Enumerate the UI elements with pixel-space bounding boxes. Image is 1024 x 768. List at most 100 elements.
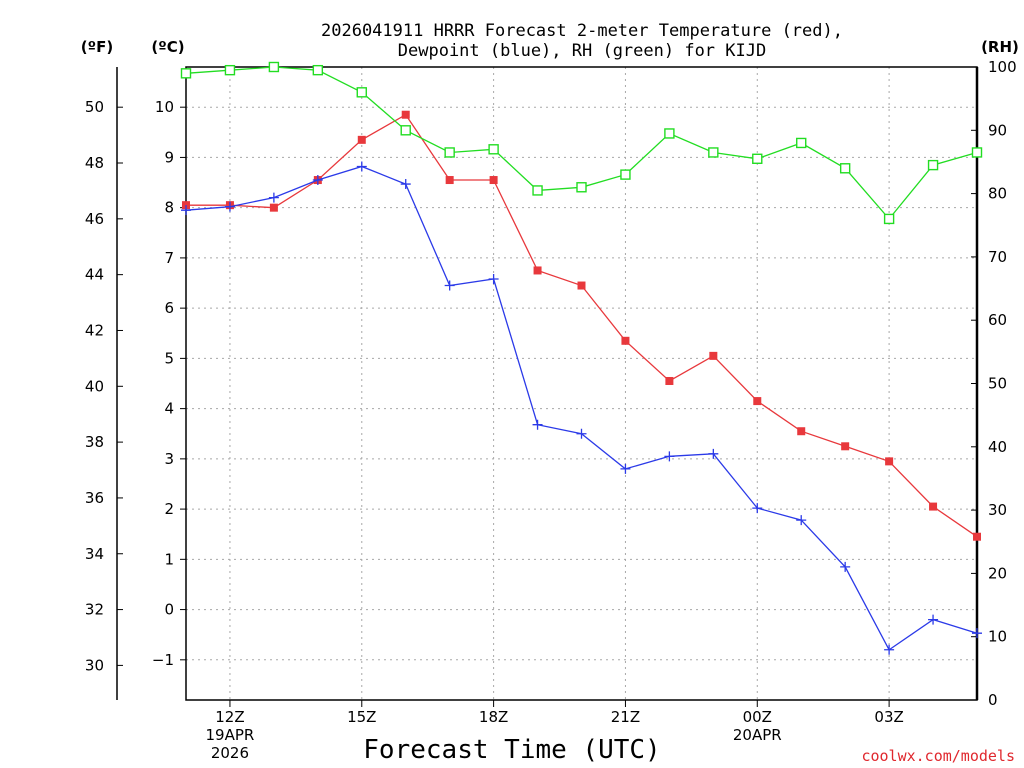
dewpoint-point: [444, 280, 455, 291]
temperature-line: [186, 113, 978, 538]
rh-point: [664, 128, 675, 139]
rh-tick-label: 70: [988, 248, 1007, 266]
plot-frame: [185, 66, 978, 701]
dewpoint-point: [796, 515, 807, 526]
fahrenheit-tick-label: 30: [85, 656, 104, 674]
celsius-tick-label: 6: [164, 299, 174, 317]
rh-point: [620, 169, 631, 180]
temperature-point: [753, 397, 762, 406]
dewpoint-point: [268, 192, 279, 203]
rh-tick-label: 50: [988, 375, 1007, 393]
dewpoint-point: [181, 205, 191, 216]
temperature-point: [357, 135, 366, 144]
celsius-tick-label: 7: [164, 249, 174, 267]
dewpoint-point: [664, 451, 675, 462]
fahrenheit-tick-label: 40: [85, 377, 104, 395]
rh-point: [488, 144, 499, 155]
dewpoint-point: [928, 614, 939, 625]
x-tick-label: 20APR: [733, 726, 782, 744]
temperature-point: [665, 376, 674, 385]
rh-tick-label: 20: [988, 564, 1007, 582]
celsius-tick-label: 10: [155, 98, 174, 116]
rh-point: [708, 147, 719, 158]
x-tick-label: 2026: [211, 744, 249, 762]
rh-point: [224, 64, 236, 76]
temperature-point: [973, 532, 981, 541]
x-tick-label: 15Z: [347, 708, 376, 726]
rh-point: [576, 182, 587, 193]
dewpoint-point: [488, 274, 499, 285]
temperature-point: [841, 442, 850, 451]
rh-point: [444, 147, 455, 158]
rh-point: [927, 159, 939, 171]
rh-tick-label: 30: [988, 501, 1007, 519]
rh-tick-label: 80: [988, 185, 1007, 203]
rh-tick-label: 60: [988, 311, 1007, 329]
x-tick-label: 21Z: [611, 708, 640, 726]
fahrenheit-tick-label: 46: [85, 210, 104, 228]
fahrenheit-tick-label: 44: [85, 266, 104, 284]
fahrenheit-tick-label: 34: [85, 545, 104, 563]
rh-point: [532, 185, 543, 196]
celsius-unit-label: (ºC): [151, 38, 184, 56]
dewpoint-point: [752, 503, 763, 514]
rh-tick-label: 0: [988, 691, 998, 709]
x-tick-label: 18Z: [479, 708, 508, 726]
rh-point: [268, 61, 280, 73]
dewpoint-point: [576, 428, 587, 439]
dewpoint-point: [532, 419, 543, 430]
dewpoint-point: [620, 463, 631, 474]
credit-text: coolwx.com/models: [861, 747, 1015, 765]
temperature-point: [929, 502, 938, 511]
rh-line: [185, 66, 978, 220]
temperature-point: [489, 176, 498, 185]
celsius-tick-label: 1: [164, 550, 174, 568]
fahrenheit-tick-label: 50: [85, 98, 104, 116]
rh-tick-label: 100: [988, 58, 1017, 76]
rh-point: [883, 213, 895, 225]
dewpoint-point: [708, 448, 719, 459]
fahrenheit-tick-label: 32: [85, 601, 104, 619]
dewpoint-point: [312, 175, 323, 186]
celsius-tick-label: 9: [164, 148, 174, 166]
rh-point: [180, 68, 192, 79]
x-axis-label: Forecast Time (UTC): [363, 735, 660, 765]
rh-point: [839, 163, 851, 174]
temperature-point: [182, 201, 190, 210]
fahrenheit-unit-label: (ºF): [81, 38, 113, 56]
tick-labels: 109876543210−150484644424038363432301009…: [85, 58, 1017, 762]
temperature-point: [269, 203, 278, 212]
fahrenheit-tick-label: 36: [85, 489, 104, 507]
celsius-tick-label: 4: [164, 400, 174, 418]
chart-title-line-2: Dewpoint (blue), RH (green) for KIJD: [398, 41, 766, 61]
fahrenheit-tick-label: 42: [85, 321, 104, 339]
rh-tick-label: 10: [988, 628, 1007, 646]
x-tick-label: 00Z: [743, 708, 772, 726]
x-tick-label: 19APR: [206, 726, 255, 744]
dewpoint-point: [356, 161, 367, 172]
dewpoint-point: [884, 644, 895, 655]
rh-point: [796, 137, 807, 149]
celsius-tick-label: 3: [164, 450, 174, 468]
celsius-tick-label: 8: [164, 199, 174, 217]
temperature-point: [621, 336, 630, 345]
celsius-tick-label: 2: [164, 500, 174, 518]
dewpoint-point: [972, 628, 982, 639]
celsius-tick-label: −1: [152, 651, 174, 669]
chart-series: [180, 61, 983, 655]
dewpoint-point: [840, 561, 851, 572]
dewpoint-point: [400, 179, 411, 190]
chart-axes: [116, 66, 979, 707]
dewpoint-point: [224, 201, 235, 212]
rh-point: [356, 87, 367, 98]
fahrenheit-tick-label: 48: [85, 154, 104, 172]
rh-point: [400, 125, 411, 136]
rh-point: [312, 64, 324, 76]
celsius-tick-label: 5: [164, 349, 174, 367]
x-tick-label: 12Z: [215, 708, 244, 726]
temperature-point: [577, 281, 586, 290]
temperature-point: [797, 427, 806, 436]
temperature-point: [709, 351, 718, 360]
fahrenheit-tick-label: 38: [85, 433, 104, 451]
